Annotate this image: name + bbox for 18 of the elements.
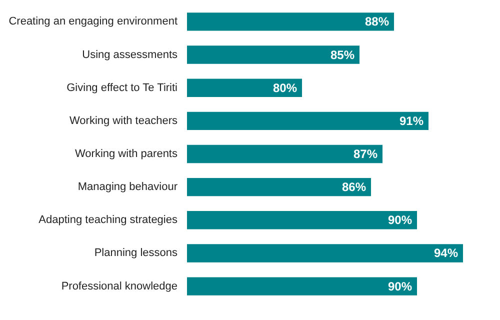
y-tick-label: Using assessments bbox=[82, 48, 178, 61]
y-tick-label: Working with parents bbox=[74, 148, 178, 160]
data-label: 87% bbox=[353, 147, 378, 161]
data-label: 80% bbox=[272, 80, 298, 95]
data-label: 90% bbox=[388, 279, 412, 294]
data-label: 90% bbox=[388, 213, 412, 228]
data-label: 91% bbox=[399, 114, 424, 128]
data-label: 94% bbox=[434, 246, 458, 260]
y-tick-label: Giving effect to Te Tiriti bbox=[66, 82, 178, 94]
y-tick-label: Professional knowledge bbox=[61, 280, 178, 292]
data-label: 85% bbox=[330, 48, 355, 62]
data-label: 88% bbox=[364, 14, 390, 29]
data-label: 86% bbox=[342, 180, 366, 194]
y-tick-label: Creating an engaging environment bbox=[8, 16, 178, 28]
y-tick-label: Working with teachers bbox=[69, 114, 178, 127]
y-tick-label: Planning lessons bbox=[94, 247, 178, 260]
y-tick-label: Managing behaviour bbox=[78, 181, 178, 194]
y-tick-label: Adapting teaching strategies bbox=[38, 214, 178, 226]
